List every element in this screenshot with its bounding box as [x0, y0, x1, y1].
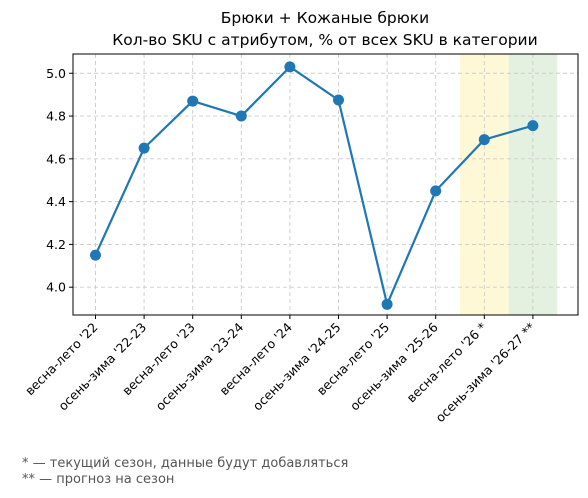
data-point-7 [430, 185, 442, 197]
x-tick-label-5: осень-зима '24-25 [250, 320, 344, 414]
highlight-band-2 [508, 54, 558, 315]
y-tick-label-1: 4.2 [46, 237, 66, 252]
y-tick-label-2: 4.4 [46, 194, 66, 209]
x-tick-label-3: осень-зима '23-24 [152, 319, 246, 413]
footnote-current-season: * — текущий сезон, данные будут добавлят… [22, 456, 349, 471]
y-tick-label-3: 4.6 [46, 151, 66, 166]
data-point-4 [284, 61, 296, 73]
highlight-bands [460, 54, 558, 315]
data-point-3 [235, 110, 247, 122]
series-line [94, 65, 534, 306]
y-axis: 4.0 4.2 4.4 4.6 4.8 5.0 [46, 66, 73, 295]
x-tick-label-7: осень-зима '25-26 [347, 319, 441, 413]
highlight-band-1 [460, 54, 509, 315]
data-point-6 [381, 298, 393, 310]
chart-title-line-1: Брюки + Кожаные брюки [221, 9, 429, 27]
y-tick-label-5: 5.0 [46, 66, 66, 81]
data-point-9 [527, 120, 539, 132]
data-point-0 [90, 249, 101, 261]
data-point-8 [478, 134, 490, 146]
footnote-forecast: ** — прогноз на сезон [22, 472, 175, 487]
x-tick-label-9: осень-зима '26-27 ** [432, 320, 538, 426]
chart-title-line-2: Кол-во SKU с атрибутом, % от всех SKU в … [112, 31, 537, 49]
data-series [90, 61, 539, 310]
grid-lines [73, 54, 578, 315]
data-point-2 [187, 95, 199, 107]
data-point-5 [333, 94, 344, 106]
data-point-1 [138, 142, 150, 154]
y-tick-label-0: 4.0 [46, 280, 66, 295]
x-tick-label-1: осень-зима '22-23 [55, 320, 149, 414]
plot-frame [72, 53, 579, 316]
y-tick-label-4: 4.8 [46, 109, 66, 124]
